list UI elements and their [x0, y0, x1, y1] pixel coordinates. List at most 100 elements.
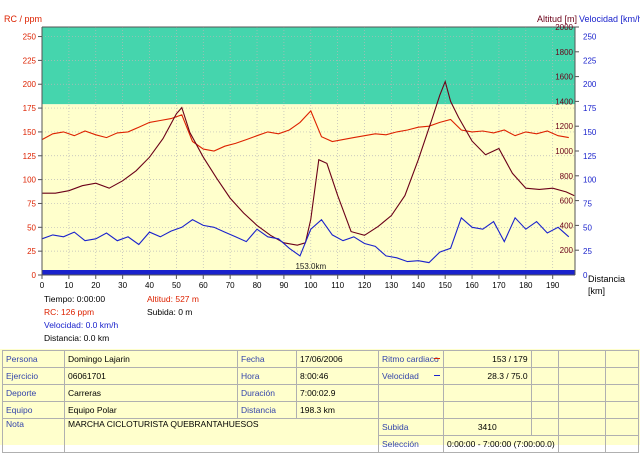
x-tick-label: 120	[358, 281, 372, 290]
deporte-value: Carreras	[64, 384, 238, 402]
speed-tick-label: 250	[583, 33, 597, 42]
speed-tick-label: 100	[583, 176, 597, 185]
empty-cell	[530, 384, 559, 402]
altitude-tick-label: 200	[560, 246, 574, 255]
readout-speed: Velocidad: 0.0 km/h	[44, 320, 119, 330]
x-tick-label: 70	[226, 281, 235, 290]
seleccion-label: Selección	[378, 435, 444, 453]
ritmo-legend-line	[434, 358, 440, 359]
distancia-value: 198.3 km	[296, 401, 379, 419]
cursor-label: 153.0km	[295, 262, 326, 271]
altitude-tick-label: 1200	[555, 122, 573, 131]
empty-cell	[378, 401, 444, 419]
readout-climb: Subida: 0 m	[147, 307, 193, 317]
empty-cell	[557, 418, 606, 436]
nota-label: Nota	[2, 418, 65, 453]
x-tick-label: 20	[91, 281, 100, 290]
nota-value: MARCHA CICLOTURISTA QUEBRANTAHUESOS	[64, 418, 379, 453]
velocidad-value: 28.3 / 75.0	[443, 367, 532, 385]
series-rc-line	[41, 109, 569, 152]
altitude-tick-label: 800	[560, 172, 574, 181]
series-velocidad-line	[41, 216, 570, 264]
x-tick-label: 150	[438, 281, 452, 290]
velocidad-legend-line	[434, 375, 440, 376]
velocidad-label: Velocidad	[378, 367, 444, 385]
left-tick-label: 100	[23, 176, 37, 185]
empty-cell	[557, 350, 606, 368]
altitude-tick-label: 1600	[555, 73, 573, 82]
altitude-tick-label: 1000	[555, 147, 573, 156]
x-tick-label: 30	[118, 281, 127, 290]
ejercicio-label: Ejercicio	[2, 367, 65, 385]
altitude-tick-label: 1400	[555, 97, 573, 106]
readout-distance: Distancia: 0.0 km	[44, 333, 110, 343]
left-tick-label: 175	[23, 104, 37, 113]
x-axis-title: Distancia [km]	[588, 274, 626, 296]
fecha-value: 17/06/2006	[296, 350, 379, 368]
x-tick-label: 170	[492, 281, 506, 290]
speed-tick-label: 25	[583, 247, 592, 256]
empty-cell	[530, 418, 559, 436]
speed-tick-label: 225	[583, 56, 597, 65]
ritmo-label: Ritmo cardiaco	[378, 350, 444, 368]
upper-zone	[42, 27, 575, 105]
subida-label: Subida	[378, 418, 444, 436]
series-altitud-line	[42, 79, 575, 246]
left-tick-label: 75	[27, 199, 36, 208]
x-tick-label: 100	[304, 281, 318, 290]
altitude-tick-label: 600	[560, 197, 574, 206]
x-tick-label: 40	[145, 281, 154, 290]
exercise-chart[interactable]: 0 10 20 30 40 50 60 70 80 90 100 110 120 130 140 150 160…	[0, 0, 640, 300]
fecha-label: Fecha	[237, 350, 297, 368]
altitude-tick-label: 400	[560, 221, 574, 230]
velocidad-label-text: Velocidad	[382, 371, 419, 381]
empty-cell	[530, 401, 559, 419]
distance-bar	[42, 270, 575, 275]
empty-cell	[557, 401, 606, 419]
ritmo-value: 153 / 179	[443, 350, 532, 368]
x-tick-label: 50	[172, 281, 181, 290]
empty-cell	[557, 367, 606, 385]
speed-tick-label: 175	[583, 104, 597, 113]
readout-altitude: Altitud: 527 m	[147, 294, 199, 304]
speed-axis-title: Velocidad [km/h]	[579, 14, 640, 24]
speed-tick-label: 150	[583, 128, 597, 137]
readout-heart-rate: RC: 126 ppm	[44, 307, 95, 317]
x-tick-label: 60	[199, 281, 208, 290]
speed-tick-label: 75	[583, 199, 592, 208]
speed-tick-label: 0	[583, 271, 588, 280]
empty-cell	[604, 350, 639, 368]
empty-cell	[604, 384, 639, 402]
hora-value: 8:00:46	[296, 367, 379, 385]
ejercicio-value: 06061701	[64, 367, 238, 385]
equipo-label: Equipo	[2, 401, 65, 419]
x-tick-label: 140	[412, 281, 426, 290]
persona-value: Domingo Lajarin	[64, 350, 238, 368]
empty-cell	[557, 384, 606, 402]
empty-cell	[530, 350, 559, 368]
left-axis-title: RC / ppm	[4, 14, 43, 24]
subida-value: 3410	[443, 418, 532, 436]
x-tick-label: 0	[40, 281, 45, 290]
empty-cell	[443, 401, 532, 419]
x-tick-label: 190	[546, 281, 560, 290]
seleccion-value: 0:00:00 - 7:00:00 (7:00:00.0)	[443, 435, 559, 453]
x-tick-label: 130	[385, 281, 399, 290]
empty-cell	[378, 384, 444, 402]
x-tick-label: 10	[64, 281, 73, 290]
altitude-tick-label: 2000	[555, 23, 573, 32]
left-tick-label: 125	[23, 152, 37, 161]
left-tick-label: 200	[23, 80, 37, 89]
speed-tick-label: 50	[583, 223, 592, 232]
left-tick-label: 250	[23, 33, 37, 42]
left-tick-label: 150	[23, 128, 37, 137]
x-tick-label: 90	[279, 281, 288, 290]
summary-table: Persona Domingo Lajarin Fecha 17/06/2006…	[2, 350, 639, 453]
lower-zone	[42, 104, 575, 275]
empty-cell	[443, 384, 532, 402]
speed-tick-label: 125	[583, 152, 597, 161]
duracion-value: 7:00:02.9	[296, 384, 379, 402]
x-tick-label: 80	[253, 281, 262, 290]
x-tick-label: 180	[519, 281, 533, 290]
empty-cell	[604, 418, 639, 436]
